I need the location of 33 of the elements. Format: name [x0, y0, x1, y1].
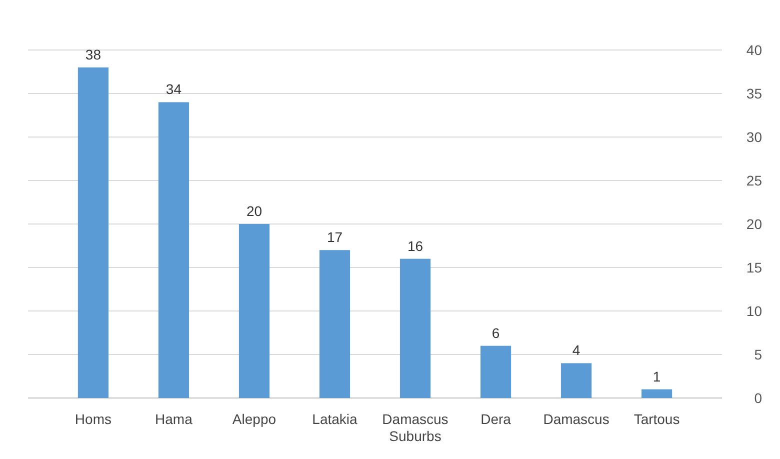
bar	[400, 258, 431, 398]
x-tick-label: Tartous	[634, 411, 680, 427]
bar	[319, 250, 350, 398]
y-tick-label: 20	[746, 216, 762, 232]
y-tick-label: 35	[746, 85, 762, 102]
bar	[641, 389, 672, 398]
x-tick-label: Hama	[155, 411, 193, 427]
y-tick-label: 10	[746, 302, 762, 319]
x-tick-label: Dera	[480, 411, 512, 427]
data-label: 1	[652, 368, 661, 384]
data-label: 38	[85, 46, 102, 62]
x-tick-label: Latakia	[312, 411, 358, 427]
x-tick-label: Homs	[74, 411, 112, 427]
y-tick-label: 30	[746, 128, 762, 145]
x-tick-label: Damascus Suburbs	[382, 411, 448, 444]
y-tick-label: 5	[754, 346, 762, 362]
data-label: 16	[407, 238, 424, 254]
x-tick-label: Aleppo	[232, 411, 276, 427]
bar	[158, 102, 190, 398]
bar	[238, 224, 270, 398]
x-tick-label: Damascus	[543, 411, 610, 427]
y-tick-label: 40	[746, 42, 762, 58]
data-label: 6	[492, 324, 500, 341]
y-tick-label: 25	[746, 172, 762, 188]
y-tick-label: 0	[754, 390, 762, 406]
y-tick-label: 15	[746, 259, 762, 276]
data-label: 4	[572, 342, 580, 358]
bar	[560, 363, 592, 398]
bar	[480, 346, 512, 398]
data-label: 34	[166, 81, 182, 98]
data-label: 17	[326, 229, 343, 246]
data-label: 20	[246, 203, 262, 219]
bar	[78, 67, 109, 398]
